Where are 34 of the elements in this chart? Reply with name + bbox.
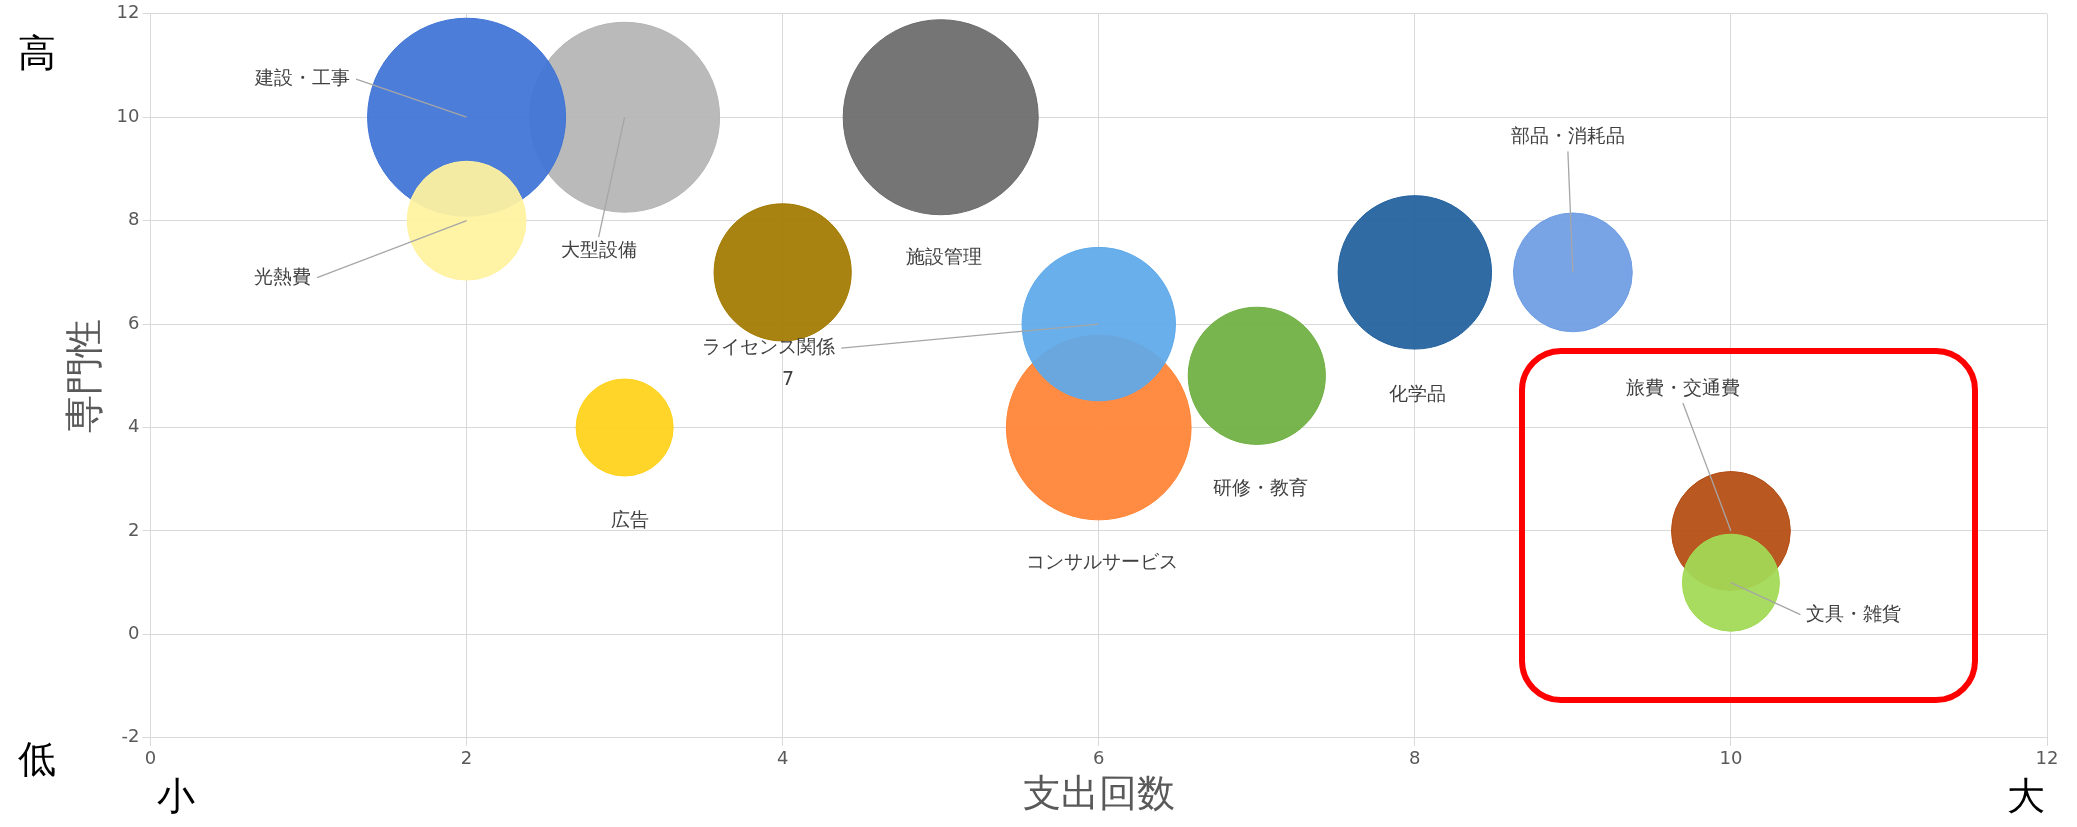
annotation: 施設管理 <box>906 244 982 267</box>
x-tick-label: 0 <box>144 747 157 769</box>
annotation: 7 <box>781 366 795 389</box>
text: 小 <box>157 773 195 818</box>
x-tick-label: 6 <box>1093 747 1105 769</box>
y-tick-label: 4 <box>128 415 140 437</box>
x-tick-label: 12 <box>2035 747 2059 769</box>
annotation: 旅費・交通費 <box>1625 375 1740 398</box>
annotation: 広告 <box>611 507 649 530</box>
text: 大 <box>2007 773 2045 818</box>
annotation: 研修・教育 <box>1212 475 1308 498</box>
y-tick-label: 0 <box>128 622 140 644</box>
text: 高 <box>18 30 56 75</box>
y-tick-label: 8 <box>128 208 140 230</box>
x-tick-label: 2 <box>460 747 473 769</box>
annotation: コンサルサービス <box>1026 549 1178 572</box>
x-tick-label: 4 <box>776 747 789 769</box>
y-tick-label: 6 <box>128 311 140 333</box>
annotation: 化学品 <box>1388 381 1446 404</box>
annotation: 部品・消耗品 <box>1510 124 1625 147</box>
y-tick-label: 12 <box>116 1 140 23</box>
text: 低 <box>18 736 56 781</box>
annotation: 建設・工事 <box>254 66 351 89</box>
x-axis-title: 支出回数 <box>1022 771 1175 816</box>
y-tick-label: 10 <box>116 104 140 126</box>
annotation: 大型設備 <box>560 238 637 261</box>
x-tick-label: 8 <box>1409 747 1421 769</box>
annotation: 光熱費 <box>254 264 312 287</box>
y-tick-label: 2 <box>128 518 140 540</box>
y-tick-label: -2 <box>121 725 140 747</box>
annotation: 文具・雑貨 <box>1806 601 1902 624</box>
y-axis-title: 専門性 <box>61 318 106 433</box>
annotation: ライセンス関係 <box>702 335 836 358</box>
x-tick-label: 10 <box>1719 747 1743 769</box>
